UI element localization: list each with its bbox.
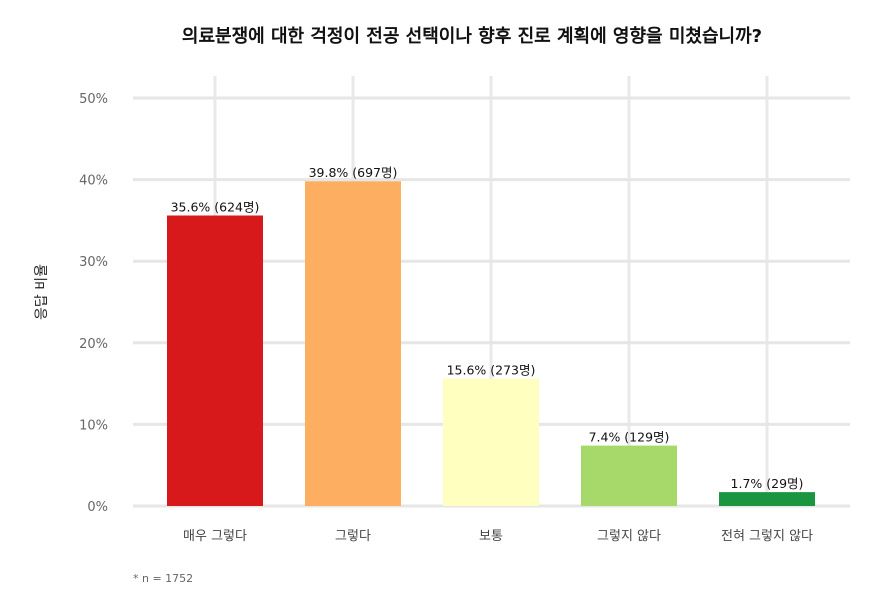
x-category-label: 그렇지 않다 (597, 529, 661, 544)
bar (443, 378, 539, 506)
bar (581, 445, 677, 506)
bar (305, 181, 401, 506)
y-tick-label: 0% (87, 500, 108, 515)
y-tick-label: 30% (79, 255, 108, 270)
x-category-label: 그렇다 (335, 529, 371, 544)
x-category-labels: 매우 그렇다 그렇다 보통 그렇지 않다 전혀 그렇지 않다 (183, 529, 813, 544)
bar-value-label: 1.7% (29명) (731, 476, 804, 491)
y-tick-label: 50% (79, 92, 108, 107)
y-tick-label: 20% (79, 337, 108, 352)
bar-value-labels: 35.6% (624명) 39.8% (697명) 15.6% (273명) 7.4%… (171, 165, 804, 491)
bar-value-label: 15.6% (273명) (447, 363, 536, 378)
chart-title: 의료분쟁에 대한 걱정이 전공 선택이나 향후 진로 계획에 영향을 미쳤습니까… (182, 26, 762, 47)
bar (167, 215, 263, 506)
bars (167, 181, 815, 506)
y-tick-label: 40% (79, 174, 108, 189)
sample-size-note: * n = 1752 (133, 572, 193, 585)
y-tick-labels: 0% 10% 20% 30% 40% 50% (79, 92, 108, 515)
x-category-label: 전혀 그렇지 않다 (721, 529, 813, 544)
y-tick-label: 10% (79, 418, 108, 433)
y-axis-label: 응답 비율 (34, 264, 50, 320)
bar-value-label: 35.6% (624명) (171, 200, 260, 215)
x-category-label: 매우 그렇다 (183, 529, 247, 544)
bar-value-label: 39.8% (697명) (309, 165, 398, 180)
bar-value-label: 7.4% (129명) (589, 430, 670, 445)
x-category-label: 보통 (479, 529, 503, 544)
bar (719, 492, 815, 506)
